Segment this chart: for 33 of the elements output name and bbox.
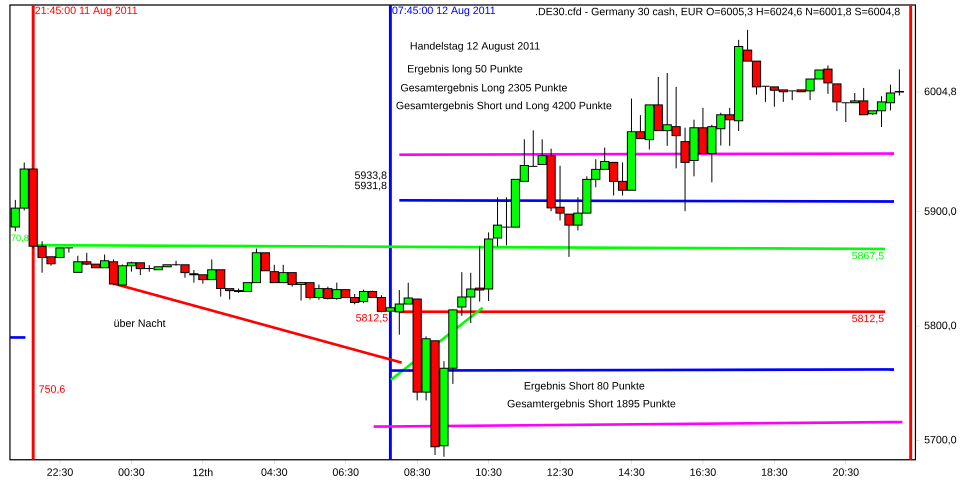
x-tick-label: 10:30 xyxy=(476,468,502,476)
annotation: Ergebnis long 50 Punkte xyxy=(408,64,522,75)
annotation: 5812,5 xyxy=(852,314,884,324)
annotation: Gesamtergebnis Long 2305 Punkte xyxy=(401,84,567,94)
ref-line-label: 21:45:00 11 Aug 2011 xyxy=(35,6,138,16)
x-tick-label: 12:30 xyxy=(548,468,573,476)
x-tick-label: 16:30 xyxy=(690,468,716,476)
x-tick-label: 14:30 xyxy=(619,468,644,476)
x-tick-label: 04:30 xyxy=(261,468,288,476)
x-tick-label: 22:30 xyxy=(47,468,73,476)
y-tick-label: 6004,8 xyxy=(924,88,956,97)
x-tick-label: 18:30 xyxy=(762,468,788,476)
annotation: 5933,8 xyxy=(354,172,387,180)
x-tick-label: 20:30 xyxy=(833,468,859,476)
annotation: 5931,8 xyxy=(354,182,387,191)
annotation: 5867,5 xyxy=(852,252,884,261)
annotation: Gesamtergebnis Short 1895 Punkte xyxy=(508,400,676,410)
annotation: 70,8 xyxy=(11,234,29,242)
annotation: 5812,5 xyxy=(356,314,388,323)
y-tick-label: 5800,0 xyxy=(924,322,956,331)
chart-title: .DE30.cfd - Germany 30 cash, EUR O=6005,3 H=6024,6 N=6001,8 S=6004,8 xyxy=(536,8,900,18)
x-tick-label: 06:30 xyxy=(332,468,359,476)
annotation: 750,6 xyxy=(39,386,65,394)
annotation: Gesamtergebnis Short und Long 4200 Punkte xyxy=(396,102,612,112)
annotation: über Nacht xyxy=(114,319,166,328)
ref-line-label: 07:45:00 12 Aug 2011 xyxy=(392,6,496,16)
y-tick-label: 5700,0 xyxy=(924,436,956,445)
annotation: Ergebnis Short 80 Punkte xyxy=(524,382,644,392)
annotation: Handelstag 12 August 2011 xyxy=(410,42,540,52)
x-tick-label: 12th xyxy=(193,468,212,476)
x-tick-label: 00:30 xyxy=(118,468,144,476)
x-tick-label: 08:30 xyxy=(404,468,430,476)
y-tick-label: 5900,0 xyxy=(924,208,956,216)
